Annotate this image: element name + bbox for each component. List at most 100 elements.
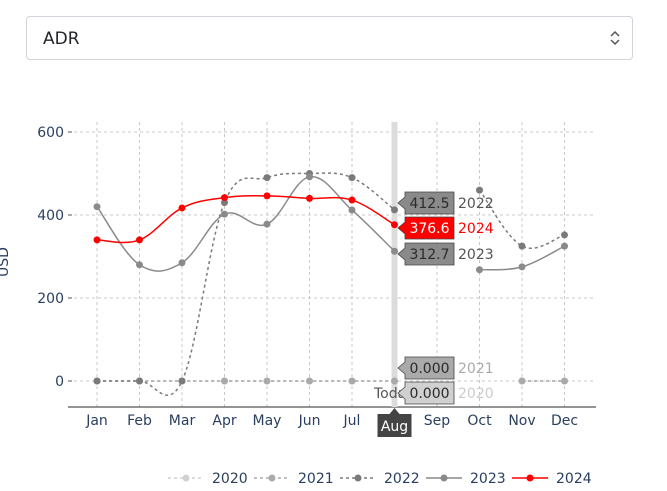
data-point-2024 bbox=[348, 196, 356, 204]
legend-label: 2020 bbox=[212, 471, 248, 487]
data-point-2022 bbox=[391, 206, 398, 214]
legend-item-2020: 2020 bbox=[168, 471, 248, 487]
hover-label-series: 2023 bbox=[458, 247, 494, 263]
legend-item-2024: 2024 bbox=[512, 471, 592, 487]
data-point-2021 bbox=[306, 377, 313, 385]
x-tick-label: Jul bbox=[343, 413, 361, 429]
data-point-2022 bbox=[561, 231, 568, 239]
x-tick-label: Dec bbox=[551, 413, 578, 429]
hover-label-box bbox=[397, 381, 455, 405]
data-point-2022 bbox=[348, 174, 356, 182]
legend-item-2023: 2023 bbox=[426, 471, 506, 487]
hover-label-value: 0.000 bbox=[409, 386, 449, 402]
hover-label-2022: 412.5 2022 bbox=[397, 191, 494, 215]
data-point-2022 bbox=[93, 377, 101, 385]
data-point-2021 bbox=[263, 377, 271, 385]
hover-label-series: 2021 bbox=[458, 361, 494, 377]
hover-x-label-pointer bbox=[389, 408, 400, 414]
hover-label-2021: 0.000 2021 bbox=[397, 356, 494, 380]
data-point-2023 bbox=[136, 261, 143, 269]
hover-label-2023: 312.7 2023 bbox=[397, 242, 494, 266]
hover-label-box bbox=[397, 191, 455, 215]
hover-label-box bbox=[397, 242, 455, 266]
series-2022 bbox=[93, 170, 568, 396]
hover-x-label: Aug bbox=[381, 419, 408, 435]
y-tick-label: 600 bbox=[37, 125, 64, 141]
series-2024 bbox=[93, 192, 398, 244]
series-line-2024 bbox=[96, 195, 395, 244]
data-point-2022 bbox=[136, 377, 143, 385]
x-tick-label: Apr bbox=[212, 413, 236, 429]
data-point-2021 bbox=[391, 377, 398, 385]
data-point-2021 bbox=[561, 377, 568, 385]
legend-marker bbox=[354, 474, 362, 482]
data-point-2023 bbox=[178, 259, 186, 267]
y-tick-label: 0 bbox=[55, 374, 64, 390]
data-point-2022 bbox=[178, 377, 186, 385]
data-point-2021 bbox=[518, 377, 526, 385]
data-point-2024 bbox=[136, 236, 143, 244]
legend-marker bbox=[526, 474, 534, 482]
x-tick-label: Jun bbox=[298, 413, 321, 429]
hover-x-label-box bbox=[377, 414, 412, 437]
series-2023 bbox=[93, 173, 568, 274]
x-tick-label: Mar bbox=[169, 413, 196, 429]
y-tick-label: 400 bbox=[37, 208, 64, 224]
grid bbox=[68, 122, 596, 407]
data-point-2023 bbox=[391, 247, 398, 255]
hover-label-series: 2022 bbox=[458, 196, 494, 212]
series-line-2023 bbox=[96, 176, 396, 272]
hover-label-box bbox=[397, 216, 455, 240]
legend-marker bbox=[268, 474, 276, 482]
metric-select-value: ADR bbox=[43, 29, 80, 49]
data-point-2022 bbox=[518, 242, 526, 250]
hover-label-value: 376.6 bbox=[409, 221, 449, 237]
metric-select[interactable]: ADR bbox=[26, 16, 633, 60]
legend-marker bbox=[182, 474, 190, 482]
x-tick-label: Feb bbox=[127, 413, 152, 429]
legend-item-2021: 2021 bbox=[254, 471, 334, 487]
x-tick-label: Nov bbox=[508, 413, 535, 429]
x-tick-label: Jan bbox=[85, 413, 108, 429]
data-point-2023 bbox=[263, 220, 271, 228]
legend-marker bbox=[440, 474, 448, 482]
data-point-2023 bbox=[561, 242, 568, 250]
legend-label: 2023 bbox=[470, 471, 506, 487]
data-point-2023 bbox=[93, 203, 101, 211]
series-line-2022 bbox=[97, 172, 395, 396]
hover-band bbox=[391, 122, 398, 407]
x-tick-label: Oct bbox=[467, 413, 492, 429]
data-point-2022 bbox=[221, 199, 228, 207]
legend-label: 2022 bbox=[384, 471, 420, 487]
data-point-2024 bbox=[178, 204, 186, 212]
chevron-updown-icon bbox=[610, 30, 620, 46]
hover-label-series: 2020 bbox=[458, 386, 494, 402]
data-point-2022 bbox=[476, 186, 483, 194]
data-point-2024 bbox=[306, 194, 313, 202]
data-point-2023 bbox=[306, 173, 313, 181]
data-point-2024 bbox=[221, 194, 228, 202]
legend-label: 2021 bbox=[298, 471, 334, 487]
data-point-2023 bbox=[518, 263, 526, 271]
legend-item-2022: 2022 bbox=[340, 471, 420, 487]
data-point-2024 bbox=[93, 236, 101, 244]
x-tick-label: May bbox=[253, 413, 282, 429]
hover-label-value: 312.7 bbox=[409, 247, 449, 263]
data-point-2021 bbox=[348, 377, 356, 385]
legend-label: 2024 bbox=[556, 471, 592, 487]
data-point-2022 bbox=[263, 174, 271, 182]
hover-label-value: 412.5 bbox=[409, 196, 449, 212]
hover-label-2020: 0.000 2020 bbox=[397, 381, 494, 405]
data-point-2021 bbox=[221, 377, 228, 385]
y-tick-label: 200 bbox=[37, 291, 64, 307]
data-point-2024 bbox=[263, 192, 271, 200]
hover-label-2024: 376.6 2024 bbox=[397, 216, 494, 240]
data-point-2023 bbox=[348, 206, 356, 214]
data-point-2024 bbox=[391, 221, 398, 229]
data-point-2023 bbox=[476, 266, 483, 274]
series-line-2022 bbox=[478, 189, 565, 249]
hover-label-value: 0.000 bbox=[409, 361, 449, 377]
y-axis-label: USD bbox=[0, 247, 12, 277]
x-tick-label: Sep bbox=[424, 413, 451, 429]
